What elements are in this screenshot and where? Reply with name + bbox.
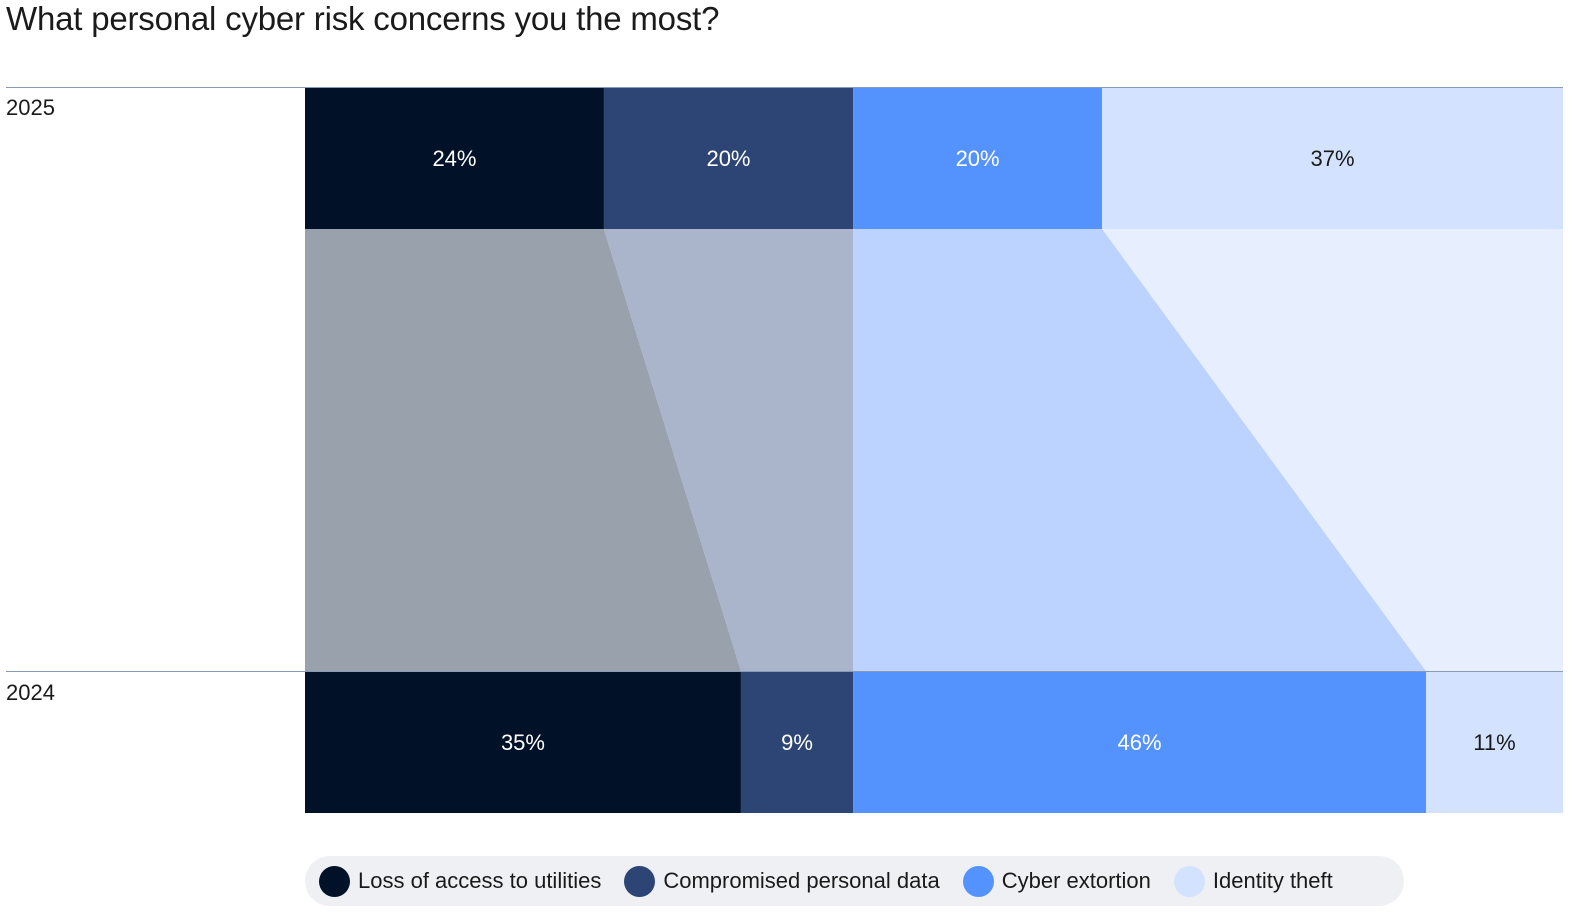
bar-segment-2025-personal-data <box>603 87 854 229</box>
bar-segment-2025-cyber-extortion <box>853 87 1103 229</box>
bar-segment-2025-identity-theft <box>1102 87 1563 229</box>
flow-band-utilities <box>305 229 741 671</box>
flow-bands <box>305 229 1563 671</box>
bar-segment-2025-utilities <box>305 87 604 229</box>
value-label-2024-personal-data: 9% <box>781 730 813 755</box>
legend: Loss of access to utilities Compromised … <box>305 856 1404 906</box>
chart-title: What personal cyber risk concerns you th… <box>6 0 720 37</box>
flow-band-cyber-extortion <box>853 229 1426 671</box>
value-label-2024-identity-theft: 11% <box>1473 730 1515 755</box>
legend-item-utilities: Loss of access to utilities <box>319 865 602 897</box>
bar-segment-2024-personal-data <box>740 671 854 813</box>
legend-item-personal-data: Compromised personal data <box>624 865 940 897</box>
legend-label-identity-theft: Identity theft <box>1212 868 1333 893</box>
value-labels: 24% 20% 20% 37% 35% 9% 46% 11% <box>305 87 1563 755</box>
value-label-2025-utilities: 24% <box>432 146 476 171</box>
bar-segments <box>305 87 1563 813</box>
legend-swatch-identity-theft <box>1173 865 1205 897</box>
row-label-2025: 2025 <box>6 95 55 120</box>
legend-swatch-personal-data <box>624 865 656 897</box>
bar-segment-2024-utilities <box>305 671 741 813</box>
bar-segment-2024-identity-theft <box>1425 671 1563 813</box>
row-divider-2024 <box>6 671 305 672</box>
flow-band-personal-data <box>603 229 854 671</box>
legend-item-identity-theft: Identity theft <box>1173 865 1333 897</box>
legend-label-cyber-extortion: Cyber extortion <box>1001 868 1151 893</box>
value-label-2024-cyber-extortion: 46% <box>1117 730 1161 755</box>
legend-label-personal-data: Compromised personal data <box>663 868 940 893</box>
legend-item-cyber-extortion: Cyber extortion <box>962 865 1151 897</box>
legend-label-utilities: Loss of access to utilities <box>358 868 602 893</box>
bar-segment-2024-cyber-extortion <box>853 671 1426 813</box>
legend-swatch-utilities <box>319 865 350 897</box>
value-label-2024-utilities: 35% <box>501 730 545 755</box>
row-divider-2025 <box>6 87 305 88</box>
value-label-2025-identity-theft: 37% <box>1311 146 1355 171</box>
flow-band-identity-theft <box>1102 229 1563 671</box>
value-label-2025-cyber-extortion: 20% <box>956 146 1000 171</box>
row-label-2024: 2024 <box>6 680 55 705</box>
value-label-2025-personal-data: 20% <box>706 146 750 171</box>
legend-swatch-cyber-extortion <box>962 865 994 897</box>
